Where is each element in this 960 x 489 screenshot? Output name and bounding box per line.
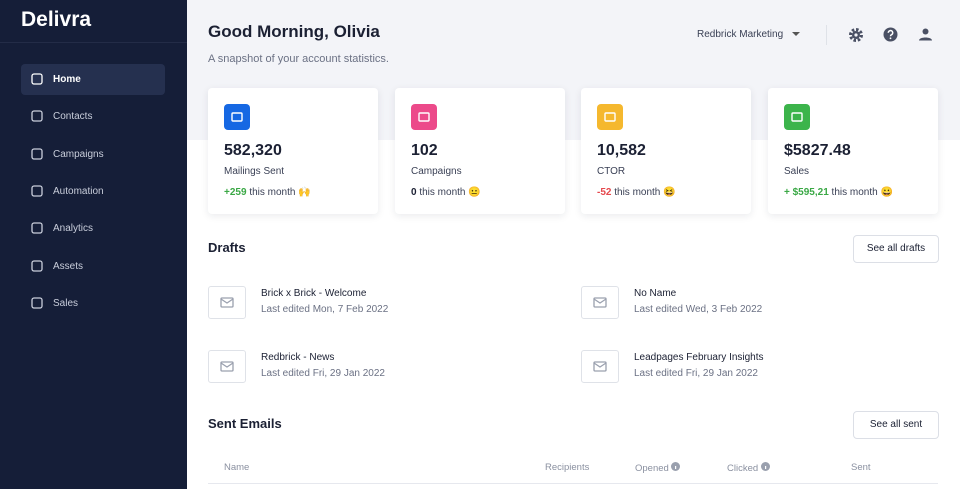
nav-icon: [31, 148, 43, 160]
change-value: + $595,21: [784, 187, 829, 198]
nav-label: Assets: [53, 261, 84, 272]
nav-item[interactable]: Home: [21, 64, 165, 95]
change-period: this month 😆: [614, 187, 676, 198]
stat-label: Campaigns: [411, 166, 462, 177]
see-all-sent-button[interactable]: See all sent: [853, 411, 939, 439]
divider: [826, 25, 827, 45]
column-header: Recipients: [545, 462, 589, 473]
section-title: Drafts: [208, 240, 246, 255]
subtitle: A snapshot of your account statistics.: [208, 53, 389, 65]
column-header: Name: [224, 462, 249, 473]
draft-thumbnail[interactable]: [581, 350, 619, 383]
account-name: Redbrick Marketing: [697, 29, 784, 40]
user-icon[interactable]: [919, 28, 932, 41]
draft-thumbnail[interactable]: [208, 286, 246, 319]
stat-card: 10,582 CTOR -52 this month 😆: [581, 88, 751, 214]
nav-label: Home: [53, 74, 81, 85]
column-label: Sent: [851, 462, 871, 473]
column-header: Opened: [635, 462, 681, 474]
draft-edited: Last edited Fri, 29 Jan 2022: [261, 368, 385, 379]
draft-edited: Last edited Mon, 7 Feb 2022: [261, 304, 389, 315]
nav-item[interactable]: Automation: [21, 176, 165, 207]
change-value: 0: [411, 187, 417, 198]
stat-change: +259 this month 🙌: [224, 187, 311, 198]
info-icon: [671, 462, 681, 471]
table-divider: [208, 483, 938, 484]
change-value: -52: [597, 187, 612, 198]
stat-change: + $595,21 this month 😀: [784, 187, 893, 198]
stat-card: 582,320 Mailings Sent +259 this month 🙌: [208, 88, 378, 214]
sidebar: Delivra Home Contacts Campaigns Automation A…: [0, 0, 187, 489]
stat-value: 102: [411, 142, 438, 159]
draft-name[interactable]: Redbrick - News: [261, 352, 335, 363]
draft-name[interactable]: Leadpages February Insights: [634, 352, 764, 363]
draft-edited: Last edited Wed, 3 Feb 2022: [634, 304, 763, 315]
nav-label: Contacts: [53, 111, 93, 122]
draft-name[interactable]: No Name: [634, 288, 677, 299]
stat-card: $5827.48 Sales + $595,21 this month 😀: [768, 88, 938, 214]
column-label: Name: [224, 462, 250, 473]
stat-icon: [411, 104, 437, 130]
nav-label: Analytics: [53, 223, 94, 234]
nav-icon: [31, 110, 43, 122]
see-all-drafts-button[interactable]: See all drafts: [853, 235, 939, 263]
stat-change: -52 this month 😆: [597, 187, 676, 198]
column-header: Clicked: [727, 462, 770, 474]
stat-icon: [597, 104, 623, 130]
stat-card: 102 Campaigns 0 this month 😐: [395, 88, 565, 214]
nav-icon: [31, 73, 43, 85]
nav-item[interactable]: Sales: [21, 288, 165, 319]
stat-value: 10,582: [597, 142, 646, 159]
column-header: Sent: [851, 462, 871, 473]
nav-item[interactable]: Campaigns: [21, 139, 165, 170]
stat-icon: [784, 104, 810, 130]
help-icon[interactable]: [883, 27, 898, 42]
stat-value: $5827.48: [784, 142, 851, 159]
draft-thumbnail[interactable]: [208, 350, 246, 383]
info-icon: [760, 462, 770, 471]
stat-label: Sales: [784, 166, 810, 177]
change-period: this month 🙌: [249, 187, 311, 198]
draft-name[interactable]: Brick x Brick - Welcome: [261, 288, 367, 299]
nav-icon: [31, 185, 43, 197]
account-select[interactable]: Redbrick Marketing: [697, 29, 800, 40]
nav-icon: [31, 260, 43, 272]
stat-value: 582,320: [224, 142, 282, 159]
logo: Delivra: [21, 8, 92, 31]
nav-icon: [31, 222, 43, 234]
stat-label: CTOR: [597, 166, 626, 177]
nav-item[interactable]: Analytics: [21, 213, 165, 244]
nav-item[interactable]: Contacts: [21, 101, 165, 132]
change-value: +259: [224, 187, 247, 198]
draft-edited: Last edited Fri, 29 Jan 2022: [634, 368, 758, 379]
column-label: Clicked: [727, 463, 759, 474]
stat-icon: [224, 104, 250, 130]
nav-label: Campaigns: [53, 149, 104, 160]
caret: [791, 32, 800, 36]
draft-thumbnail[interactable]: [581, 286, 619, 319]
stat-change: 0 this month 😐: [411, 187, 481, 198]
column-label: Recipients: [545, 462, 590, 473]
settings-icon[interactable]: [848, 27, 864, 43]
change-period: this month 😀: [831, 187, 893, 198]
nav-label: Automation: [53, 186, 104, 197]
nav-item[interactable]: Assets: [21, 251, 165, 282]
greeting: Good Morning, Olivia: [208, 22, 380, 41]
nav-label: Sales: [53, 298, 79, 309]
change-period: this month 😐: [419, 187, 481, 198]
column-label: Opened: [635, 463, 669, 474]
nav-icon: [31, 297, 43, 309]
section-title: Sent Emails: [208, 416, 282, 431]
divider: [0, 42, 187, 43]
stat-label: Mailings Sent: [224, 166, 285, 177]
